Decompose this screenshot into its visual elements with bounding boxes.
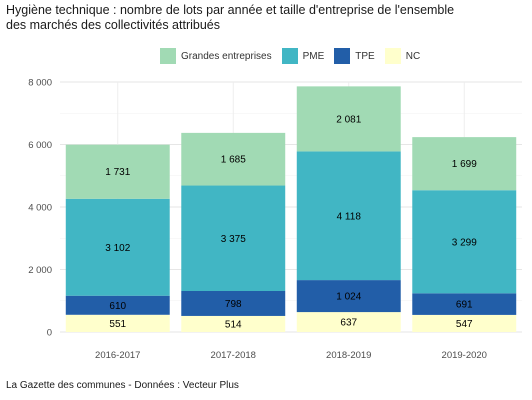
y-tick-label: 6 000	[28, 140, 52, 151]
data-label: 610	[109, 301, 126, 312]
data-label: 798	[225, 299, 242, 310]
data-label: 3 102	[105, 243, 130, 254]
bar-segment-pme	[412, 190, 517, 294]
data-label: 3 375	[221, 234, 246, 245]
data-label: 1 731	[105, 167, 130, 178]
data-label: 1 024	[336, 292, 361, 303]
y-tick-label: 0	[47, 328, 52, 339]
legend-item: Grandes entreprises	[160, 48, 272, 64]
data-label: 551	[109, 319, 126, 330]
legend-swatch	[384, 48, 401, 64]
bar-segment-nc	[412, 314, 517, 332]
bar-segment-pme	[181, 185, 286, 291]
x-tick-label: 2016-2017	[95, 350, 140, 361]
legend-label: TPE	[355, 50, 375, 62]
chart-title-line-2: des marchés des collectivités attribués	[6, 18, 220, 32]
legend-label: Grandes entreprises	[181, 50, 272, 62]
data-label: 514	[225, 319, 242, 330]
data-label: 4 118	[337, 211, 362, 222]
legend-swatch	[160, 48, 176, 64]
y-tick-label: 4 000	[28, 203, 52, 214]
x-tick-label: 2017-2018	[211, 350, 256, 361]
chart-title-line-1: Hygiène technique : nombre de lots par a…	[6, 3, 455, 17]
bar-segment-nc	[181, 315, 286, 332]
data-label: 547	[456, 319, 473, 330]
data-label: 2 081	[336, 114, 361, 125]
bar-segment-grandes-entreprises	[412, 137, 517, 191]
x-tick-label: 2018-2019	[326, 350, 371, 361]
legend-swatch	[334, 48, 351, 64]
bar-segment-grandes-entreprises	[296, 86, 401, 152]
x-tick-label: 2019-2020	[442, 350, 487, 361]
data-label: 691	[456, 300, 473, 311]
bar-segment-grandes-entreprises	[181, 132, 286, 186]
data-label: 1 685	[221, 155, 246, 166]
legend-item: PME	[281, 48, 325, 64]
data-label: 637	[340, 318, 357, 329]
bar-segment-nc	[65, 314, 170, 332]
bar-segment-tpe	[412, 293, 517, 315]
legend-item: TPE	[334, 48, 375, 64]
bar-segment-nc	[296, 312, 401, 332]
y-tick-label: 2 000	[28, 265, 52, 276]
bar-segment-grandes-entreprises	[65, 144, 170, 199]
y-tick-label: 8 000	[28, 78, 52, 89]
data-label: 1 699	[452, 159, 477, 170]
bar-segment-tpe	[181, 291, 286, 316]
bar-segment-tpe	[65, 295, 170, 315]
chart-legend: Grandes entreprises PME TPE NC	[160, 48, 430, 64]
legend-label: PME	[302, 50, 325, 62]
bar-segment-pme	[296, 151, 401, 281]
legend-label: NC	[405, 50, 421, 62]
chart-title: Hygiène technique : nombre de lots par a…	[6, 3, 526, 33]
legend-swatch	[281, 48, 298, 64]
chart-caption: La Gazette des communes - Données : Vect…	[6, 380, 239, 391]
bar-segment-tpe	[296, 280, 401, 313]
data-label: 3 299	[452, 237, 477, 248]
bar-segment-pme	[65, 198, 170, 296]
legend-item: NC	[384, 48, 421, 64]
